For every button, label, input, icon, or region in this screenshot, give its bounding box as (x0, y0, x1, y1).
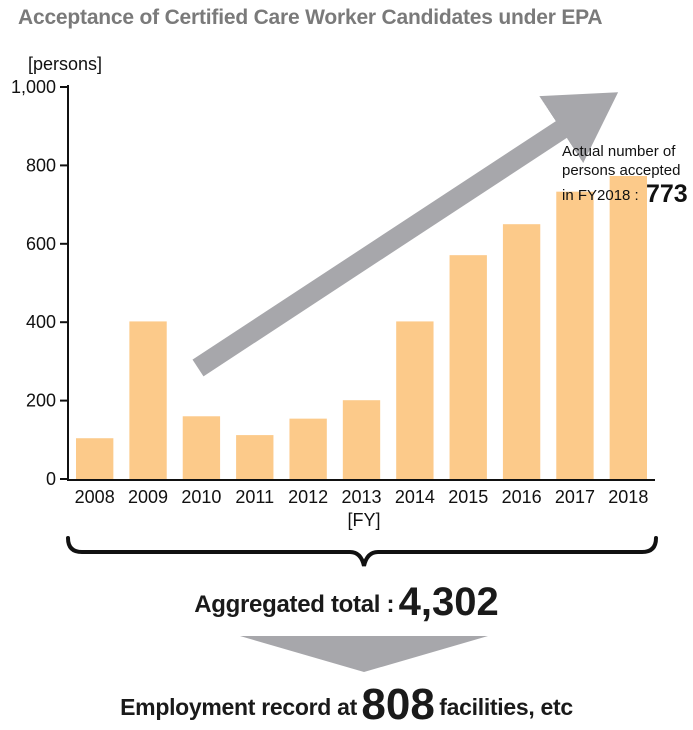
annotation-line-2: persons accepted (562, 162, 680, 179)
annotation-line-3: in FY2018 : (562, 187, 639, 204)
y-axis-unit: [persons] (28, 54, 102, 74)
x-tick-label: 2011 (235, 487, 274, 507)
bar-2017 (556, 191, 594, 479)
x-tick-label: 2014 (395, 487, 435, 507)
y-tick-label: 1,000 (11, 77, 56, 97)
bar-2014 (396, 321, 434, 479)
employment-suffix: facilities, etc (439, 694, 573, 720)
down-arrow (240, 636, 488, 672)
y-tick-label: 400 (26, 312, 56, 332)
bar-2016 (502, 224, 541, 479)
total-brace (66, 536, 658, 567)
x-tick-label: 2016 (502, 487, 542, 507)
x-tick-label: 2008 (75, 487, 115, 507)
x-tick-label: 2010 (181, 487, 221, 507)
x-tick-label: 2018 (608, 487, 648, 507)
bar-2010 (182, 416, 221, 479)
y-tick-label: 0 (46, 469, 56, 489)
x-tick-label: 2015 (448, 487, 488, 507)
x-tick-label: 2009 (128, 487, 168, 507)
y-tick-label: 800 (26, 155, 56, 175)
employment-value: 808 (361, 680, 435, 729)
bar-2018 (609, 175, 647, 479)
annotation-line-1: Actual number of (562, 143, 676, 160)
bar-2009 (129, 321, 167, 479)
bar-2011 (236, 435, 274, 479)
chart-title: Acceptance of Certified Care Worker Cand… (18, 6, 603, 29)
y-tick-label: 200 (26, 391, 56, 411)
trend-arrow (192, 92, 619, 377)
bar-2012 (289, 418, 327, 479)
x-tick-label: 2013 (341, 487, 381, 507)
y-tick-label: 600 (26, 234, 56, 254)
annotation-value: 773 (646, 180, 688, 208)
x-tick-label: 2017 (555, 487, 595, 507)
aggregated-total-label: Aggregated total : (194, 591, 395, 618)
y-axis-ticks: 0 200 400 600 800 1,000 (11, 77, 68, 489)
bar-2008 (76, 438, 114, 479)
x-axis-ticks: 2008 2009 2010 2011 2012 2013 2014 2015 2016 2017… (75, 487, 649, 507)
employment-record: Employment record at 808 facilities, etc (0, 680, 693, 730)
bar-2013 (342, 400, 381, 479)
bar-2015 (449, 255, 487, 479)
x-tick-label: 2012 (288, 487, 328, 507)
bar-chart: [persons] 0 200 400 600 800 1,000 2008 2009 201… (11, 54, 688, 567)
bars (76, 175, 647, 479)
aggregated-total: Aggregated total : 4,302 (0, 580, 693, 625)
x-axis-unit: [FY] (347, 510, 380, 530)
aggregated-total-value: 4,302 (398, 580, 499, 624)
employment-prefix: Employment record at (120, 694, 357, 720)
